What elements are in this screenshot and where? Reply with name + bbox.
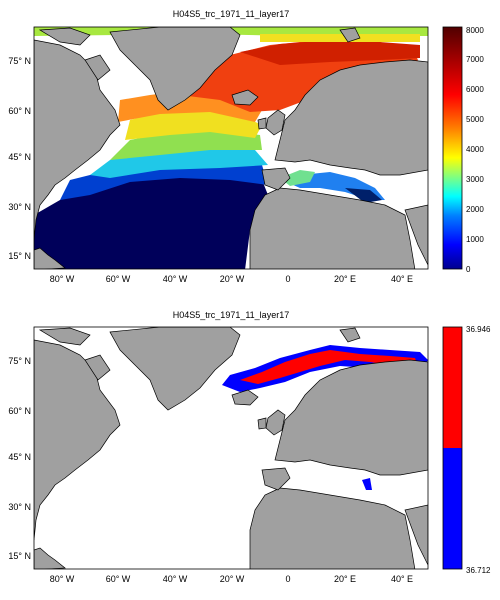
- map1-colorbar-gradient: [442, 26, 463, 270]
- map1-land: [34, 27, 428, 269]
- map2-title: H04S5_trc_1971_11_layer17: [172, 310, 290, 320]
- map2-land-greenland: [109, 327, 241, 411]
- map2-lat-label: 75° N: [8, 356, 31, 366]
- map1-land-europe: [274, 59, 428, 176]
- map2-colorbar-blue: [443, 448, 462, 569]
- map1-colorbar-tick: 2000: [466, 205, 484, 214]
- map2-lon-label: 40° W: [163, 574, 188, 584]
- map2-lon-label: 80° W: [50, 574, 75, 584]
- map2-lat-label: 60° N: [8, 406, 31, 416]
- map1-colorbar-tick: 1000: [466, 235, 484, 244]
- map1-lon-label: 20° W: [220, 274, 245, 284]
- map1: [34, 27, 428, 269]
- map1-colorbar-tick: 5000: [466, 115, 484, 124]
- map2-lon-ticks: 80° W 60° W 40° W 20° W 0 20° E 40° E: [50, 574, 413, 584]
- map2-frame: [33, 326, 429, 570]
- map2-lon-label: 20° E: [334, 574, 356, 584]
- map2-colorbar-red: [443, 327, 462, 448]
- map1-lat-label: 75° N: [8, 56, 31, 66]
- map1-colorbar-tick: 4000: [466, 145, 484, 154]
- map1-lat-label: 30° N: [8, 202, 31, 212]
- map2-land: [34, 327, 428, 569]
- map1-colorbar-tick: 8000: [466, 26, 484, 35]
- map2-lat-ticks: 75° N 60° N 45° N 30° N 15° N: [8, 356, 31, 561]
- map2-lat-label: 15° N: [8, 551, 31, 561]
- map1-lon-label: 40° W: [163, 274, 188, 284]
- map1-lon-label: 80° W: [50, 274, 75, 284]
- map2-colorbar-max: 36.946: [466, 325, 491, 334]
- map1-lat-label: 15° N: [8, 251, 31, 261]
- map1-frame: [33, 26, 429, 270]
- map1-lon-label: 60° W: [106, 274, 131, 284]
- map2-colorbar-min: 36.712: [466, 566, 491, 575]
- map2-lat-label: 30° N: [8, 502, 31, 512]
- map2-land-europe: [274, 359, 428, 476]
- map2-lon-label: 0: [285, 574, 290, 584]
- map1-lon-ticks: 80° W 60° W 40° W 20° W 0 20° E 40° E: [50, 274, 413, 284]
- map1-colorbar-tick: 3000: [466, 175, 484, 184]
- map2-land-africa: [249, 487, 416, 569]
- map1-land-africa: [249, 187, 416, 269]
- map1-lon-label: 0: [285, 274, 290, 284]
- map2-data-field: [222, 345, 428, 490]
- map1-colorbar: 8000 7000 6000 5000 4000 3000 2000 1000 …: [442, 26, 484, 274]
- map1-lat-label: 45° N: [8, 152, 31, 162]
- map2-lon-label: 60° W: [106, 574, 131, 584]
- map1-title: H04S5_trc_1971_11_layer17: [172, 9, 290, 19]
- map1-colorbar-tick: 0: [466, 265, 471, 274]
- map1-lat-label: 60° N: [8, 106, 31, 116]
- map1-colorbar-tick: 6000: [466, 85, 484, 94]
- map1-lon-label: 40° E: [391, 274, 413, 284]
- map1-colorbar-tick: 7000: [466, 55, 484, 64]
- map2-lat-label: 45° N: [8, 452, 31, 462]
- map2-colorbar: 36.946 36.712: [442, 325, 491, 575]
- map1-lon-label: 20° E: [334, 274, 356, 284]
- map2: [34, 327, 428, 569]
- map1-lat-ticks: 75° N 60° N 45° N 30° N 15° N: [8, 56, 31, 261]
- map1-land-greenland: [109, 27, 241, 111]
- map2-lon-label: 20° W: [220, 574, 245, 584]
- map2-lon-label: 40° E: [391, 574, 413, 584]
